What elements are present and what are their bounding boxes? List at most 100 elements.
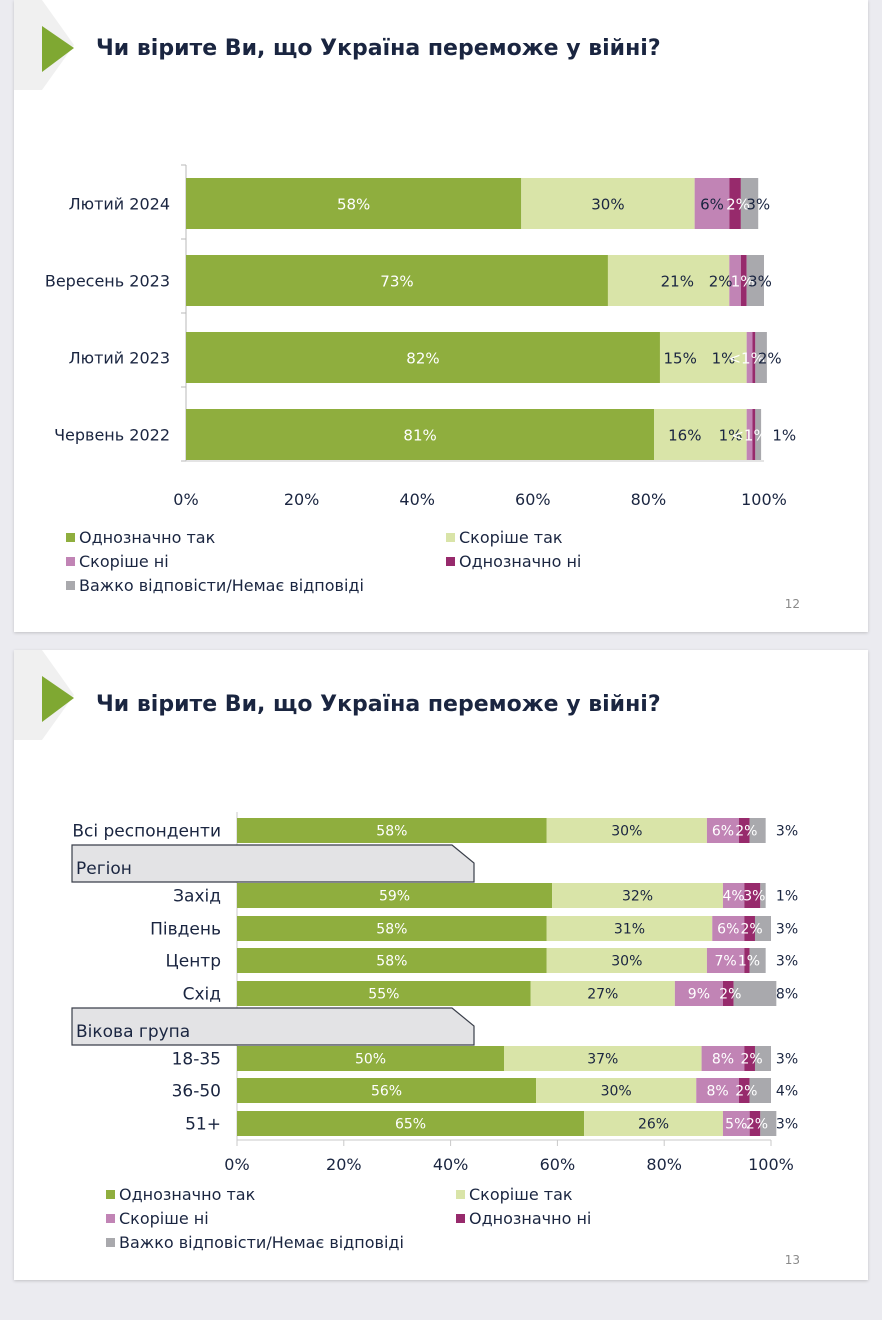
bar-segment-definitely-yes [237, 1046, 504, 1071]
bar-segment-definitely-yes [186, 178, 522, 229]
bar-segment-definitely-yes [186, 332, 660, 383]
data-label-definitely-yes: 58% [376, 954, 407, 970]
legend-label: Однозначно так [79, 528, 216, 547]
data-label-hard-to-say: 1% [772, 427, 796, 445]
bar-segment-rather-no [701, 1046, 745, 1071]
data-label-rather-no: 6% [712, 824, 734, 840]
legend-swatch [446, 533, 455, 542]
legend-item-rather-no: Скоріше ні [66, 552, 169, 571]
bar-segment-definitely-yes [237, 916, 547, 941]
bar-segment-definitely-yes [237, 818, 547, 843]
legend-item-hard-to-say: Важко відповісти/Немає відповіді [66, 576, 364, 595]
bar-segment-rather-yes [584, 1111, 723, 1136]
data-label-hard-to-say: 3% [776, 824, 798, 840]
data-label-rather-no: 2% [709, 273, 733, 291]
bar-segment-rather-no [722, 883, 745, 908]
bar-segment-hard-to-say [746, 255, 764, 306]
bar-row: Захід 59% 32% 4%3% 1% [173, 883, 798, 908]
legend-item-rather-yes: Скоріше так [446, 528, 563, 547]
bar-segment-rather-yes [659, 332, 747, 383]
group-header-box [71, 844, 475, 883]
bar-segment-rather-yes [607, 255, 730, 306]
chart-by-date: Лютий 2024 58% 30% 6% 2%3%Вересень 2023 73% 21… [45, 164, 796, 509]
bar-segment-rather-yes [552, 883, 723, 908]
slide-decoration [14, 0, 74, 90]
data-label-definitely-yes: 59% [379, 889, 410, 905]
data-label-definitely-no: 2% [741, 1052, 763, 1068]
legend-item-hard-to-say: Важко відповісти/Немає відповіді [106, 1233, 404, 1252]
bar-segment-definitely-no [744, 948, 750, 973]
data-label-definitely-yes: 58% [376, 922, 407, 938]
data-label-rather-no: 7% [715, 954, 737, 970]
bar-segment-rather-no [746, 409, 753, 460]
legend-label: Однозначно ні [469, 1209, 592, 1228]
bar-row: Всі респонденти 58% 30% 6% 2% 3% [72, 818, 798, 843]
bar-segment-rather-yes [530, 981, 675, 1006]
bar-segment-rather-yes [536, 1078, 697, 1103]
data-label-rather-no: 8% [712, 1052, 734, 1068]
bar-segment-definitely-no [752, 332, 756, 383]
x-tick-label: 60% [515, 490, 551, 509]
bar-row-2: Вересень 2023 73% 21% 2%1%3% [45, 255, 772, 306]
data-label-definitely-no: <1% [731, 427, 767, 445]
bar-segment-rather-yes [654, 409, 747, 460]
data-label-rather-yes: 37% [587, 1052, 618, 1068]
category-label: 18-35 [172, 1050, 221, 1070]
bar-segment-rather-no [729, 255, 741, 306]
data-label-rather-yes: 30% [591, 196, 624, 214]
category-label: 36-50 [172, 1082, 221, 1102]
bar-segment-definitely-no [738, 1078, 750, 1103]
bar-segment-definitely-yes [186, 409, 655, 460]
data-label-hard-to-say: 3% [776, 922, 798, 938]
data-label-definitely-yes: 55% [368, 987, 399, 1003]
legend-item-rather-no: Скоріше ні [106, 1209, 209, 1228]
x-tick-label: 20% [284, 490, 320, 509]
legend-label: Важко відповісти/Немає відповіді [79, 576, 364, 595]
category-label: Схід [183, 985, 221, 1005]
bar-row: Центр 58% 30% 7% 1% 3% [166, 948, 798, 973]
legend-item-definitely-no: Однозначно ні [456, 1209, 591, 1228]
bar-segment-rather-no [722, 1111, 750, 1136]
slide-title: Чи вірите Ви, що Україна переможе у війн… [96, 692, 661, 717]
bar-segment-hard-to-say [755, 409, 762, 460]
data-label-definitely-no: 1% [731, 273, 755, 291]
legend-swatch [106, 1190, 115, 1199]
bar-segment-definitely-no [744, 916, 755, 941]
bar-segment-definitely-no [749, 1111, 761, 1136]
legend-swatch [106, 1238, 115, 1247]
legend-label: Скоріше так [459, 528, 563, 547]
data-label-hard-to-say: 3% [776, 1052, 798, 1068]
legend-item-definitely-yes: Однозначно так [66, 528, 215, 547]
bar-segment-definitely-yes [237, 948, 547, 973]
data-label-rather-no: 1% [712, 350, 736, 368]
bar-row: 18-35 50% 37% 8% 2% 3% [172, 1046, 798, 1071]
data-label-definitely-no: 2% [735, 1084, 757, 1100]
data-label-definitely-no: 3% [743, 889, 765, 905]
x-tick-label: 0% [173, 490, 198, 509]
data-label-rather-no: 6% [700, 196, 724, 214]
data-label-rather-yes: 16% [668, 427, 701, 445]
data-label-hard-to-say: 1% [776, 889, 798, 905]
data-label-rather-yes: 21% [661, 273, 694, 291]
category-label: Захід [173, 887, 221, 907]
bar-segment-definitely-no [744, 1046, 755, 1071]
data-label-definitely-no: <1% [728, 350, 764, 368]
chart-by-group: Всі респонденти 58% 30% 6% 2% 3%Регіон Захід 59… [71, 812, 798, 1174]
bar-segment-definitely-yes [237, 981, 531, 1006]
bar-segment-hard-to-say [755, 332, 767, 383]
data-label-rather-yes: 15% [664, 350, 697, 368]
data-label-rather-yes: 30% [601, 1084, 632, 1100]
page-number: 13 [784, 1253, 800, 1267]
data-label-definitely-yes: 82% [406, 350, 439, 368]
bar-row: Південь 58% 31% 6% 2% 3% [150, 916, 798, 941]
group-header-region: Регіон [71, 844, 475, 883]
bar-segment-hard-to-say [760, 883, 766, 908]
bar-segment-hard-to-say [749, 1078, 771, 1103]
bar-row: 51+ 65% 26% 5%2% 3% [185, 1111, 798, 1136]
data-label-definitely-yes: 73% [380, 273, 413, 291]
category-label: Вересень 2023 [45, 272, 170, 291]
bar-segment-definitely-yes [237, 1111, 585, 1136]
data-label-rather-yes: 32% [622, 889, 653, 905]
x-tick-label: 100% [741, 490, 787, 509]
legend-swatch [456, 1214, 465, 1223]
